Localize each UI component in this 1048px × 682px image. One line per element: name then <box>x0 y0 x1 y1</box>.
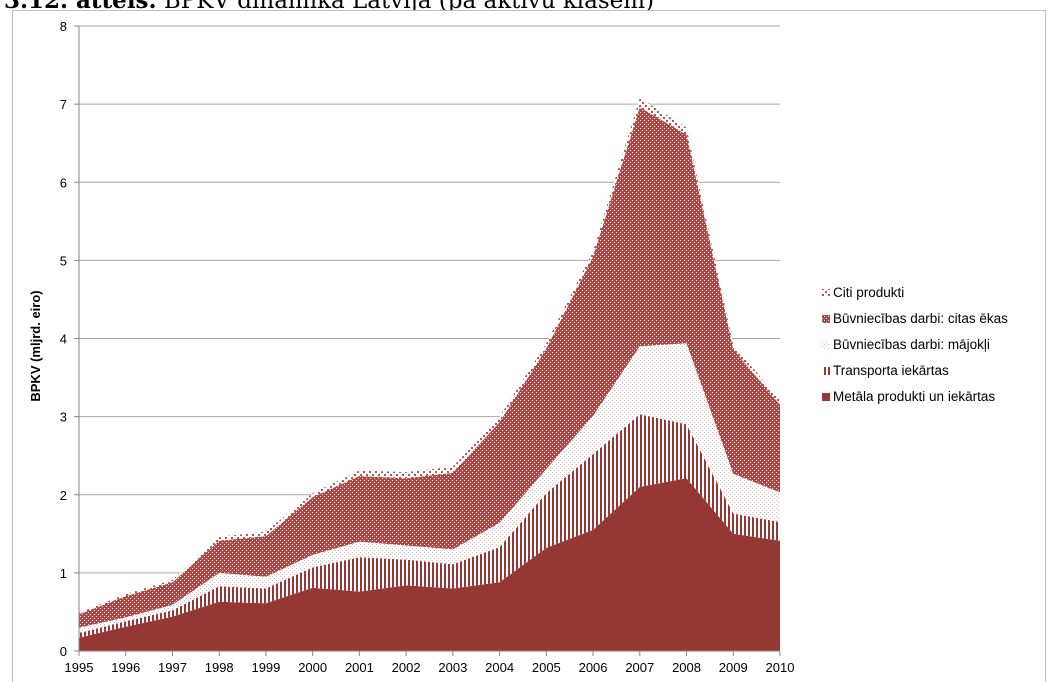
y-tick-label: 6 <box>60 175 67 190</box>
x-tick-label: 2001 <box>345 660 374 675</box>
y-tick-label: 8 <box>60 19 67 34</box>
y-tick-label: 3 <box>60 410 67 425</box>
axes <box>74 25 781 656</box>
x-tick-label: 2008 <box>672 660 701 675</box>
y-tick-label: 7 <box>60 97 67 112</box>
area-series-1 <box>79 478 780 651</box>
area-series-2 <box>79 414 780 638</box>
y-tick-label: 2 <box>60 488 67 503</box>
legend-label: Būvniecības darbi: mājokļi <box>833 337 990 352</box>
legend: Citi produkti Būvniecības darbi: citas ēk… <box>822 285 1008 404</box>
y-tick-labels: 0 1 2 3 4 5 6 7 8 <box>60 19 67 659</box>
x-tick-label: 1995 <box>65 660 94 675</box>
x-tick-label: 2003 <box>438 660 467 675</box>
area-series <box>79 97 780 651</box>
x-tick-labels: 1995 1996 1997 1998 1999 2000 2001 2002 2003 2004… <box>65 660 795 675</box>
x-tick-label: 2009 <box>719 660 748 675</box>
legend-label: Transporta iekārtas <box>833 363 949 378</box>
legend-swatch <box>822 289 830 297</box>
x-tick-label: 1997 <box>158 660 187 675</box>
legend-label: Būvniecības darbi: citas ēkas <box>833 311 1008 326</box>
area-series-4 <box>79 107 780 628</box>
legend-swatch <box>822 367 830 375</box>
y-tick-label: 5 <box>60 253 67 268</box>
y-tick-label: 0 <box>60 644 67 659</box>
x-tick-label: 2007 <box>625 660 654 675</box>
y-axis-label: BPKV (mljrd. eiro) <box>28 290 43 401</box>
x-tick-label: 2004 <box>485 660 514 675</box>
x-tick-label: 2010 <box>766 660 795 675</box>
y-tick-label: 4 <box>60 332 67 347</box>
x-tick-label: 2005 <box>532 660 561 675</box>
legend-swatch <box>822 341 830 349</box>
legend-label: Citi produkti <box>833 285 904 300</box>
legend-label: Metāla produkti un iekārtas <box>833 389 995 404</box>
x-tick-label: 2000 <box>298 660 327 675</box>
y-tick-label: 1 <box>60 566 67 581</box>
x-tick-label: 1998 <box>205 660 234 675</box>
x-tick-label: 2006 <box>579 660 608 675</box>
area-series-3 <box>79 343 780 633</box>
x-tick-label: 1999 <box>251 660 280 675</box>
legend-swatch <box>822 393 830 401</box>
x-tick-label: 2002 <box>392 660 421 675</box>
x-tick-label: 1996 <box>111 660 140 675</box>
legend-swatch <box>822 315 830 323</box>
